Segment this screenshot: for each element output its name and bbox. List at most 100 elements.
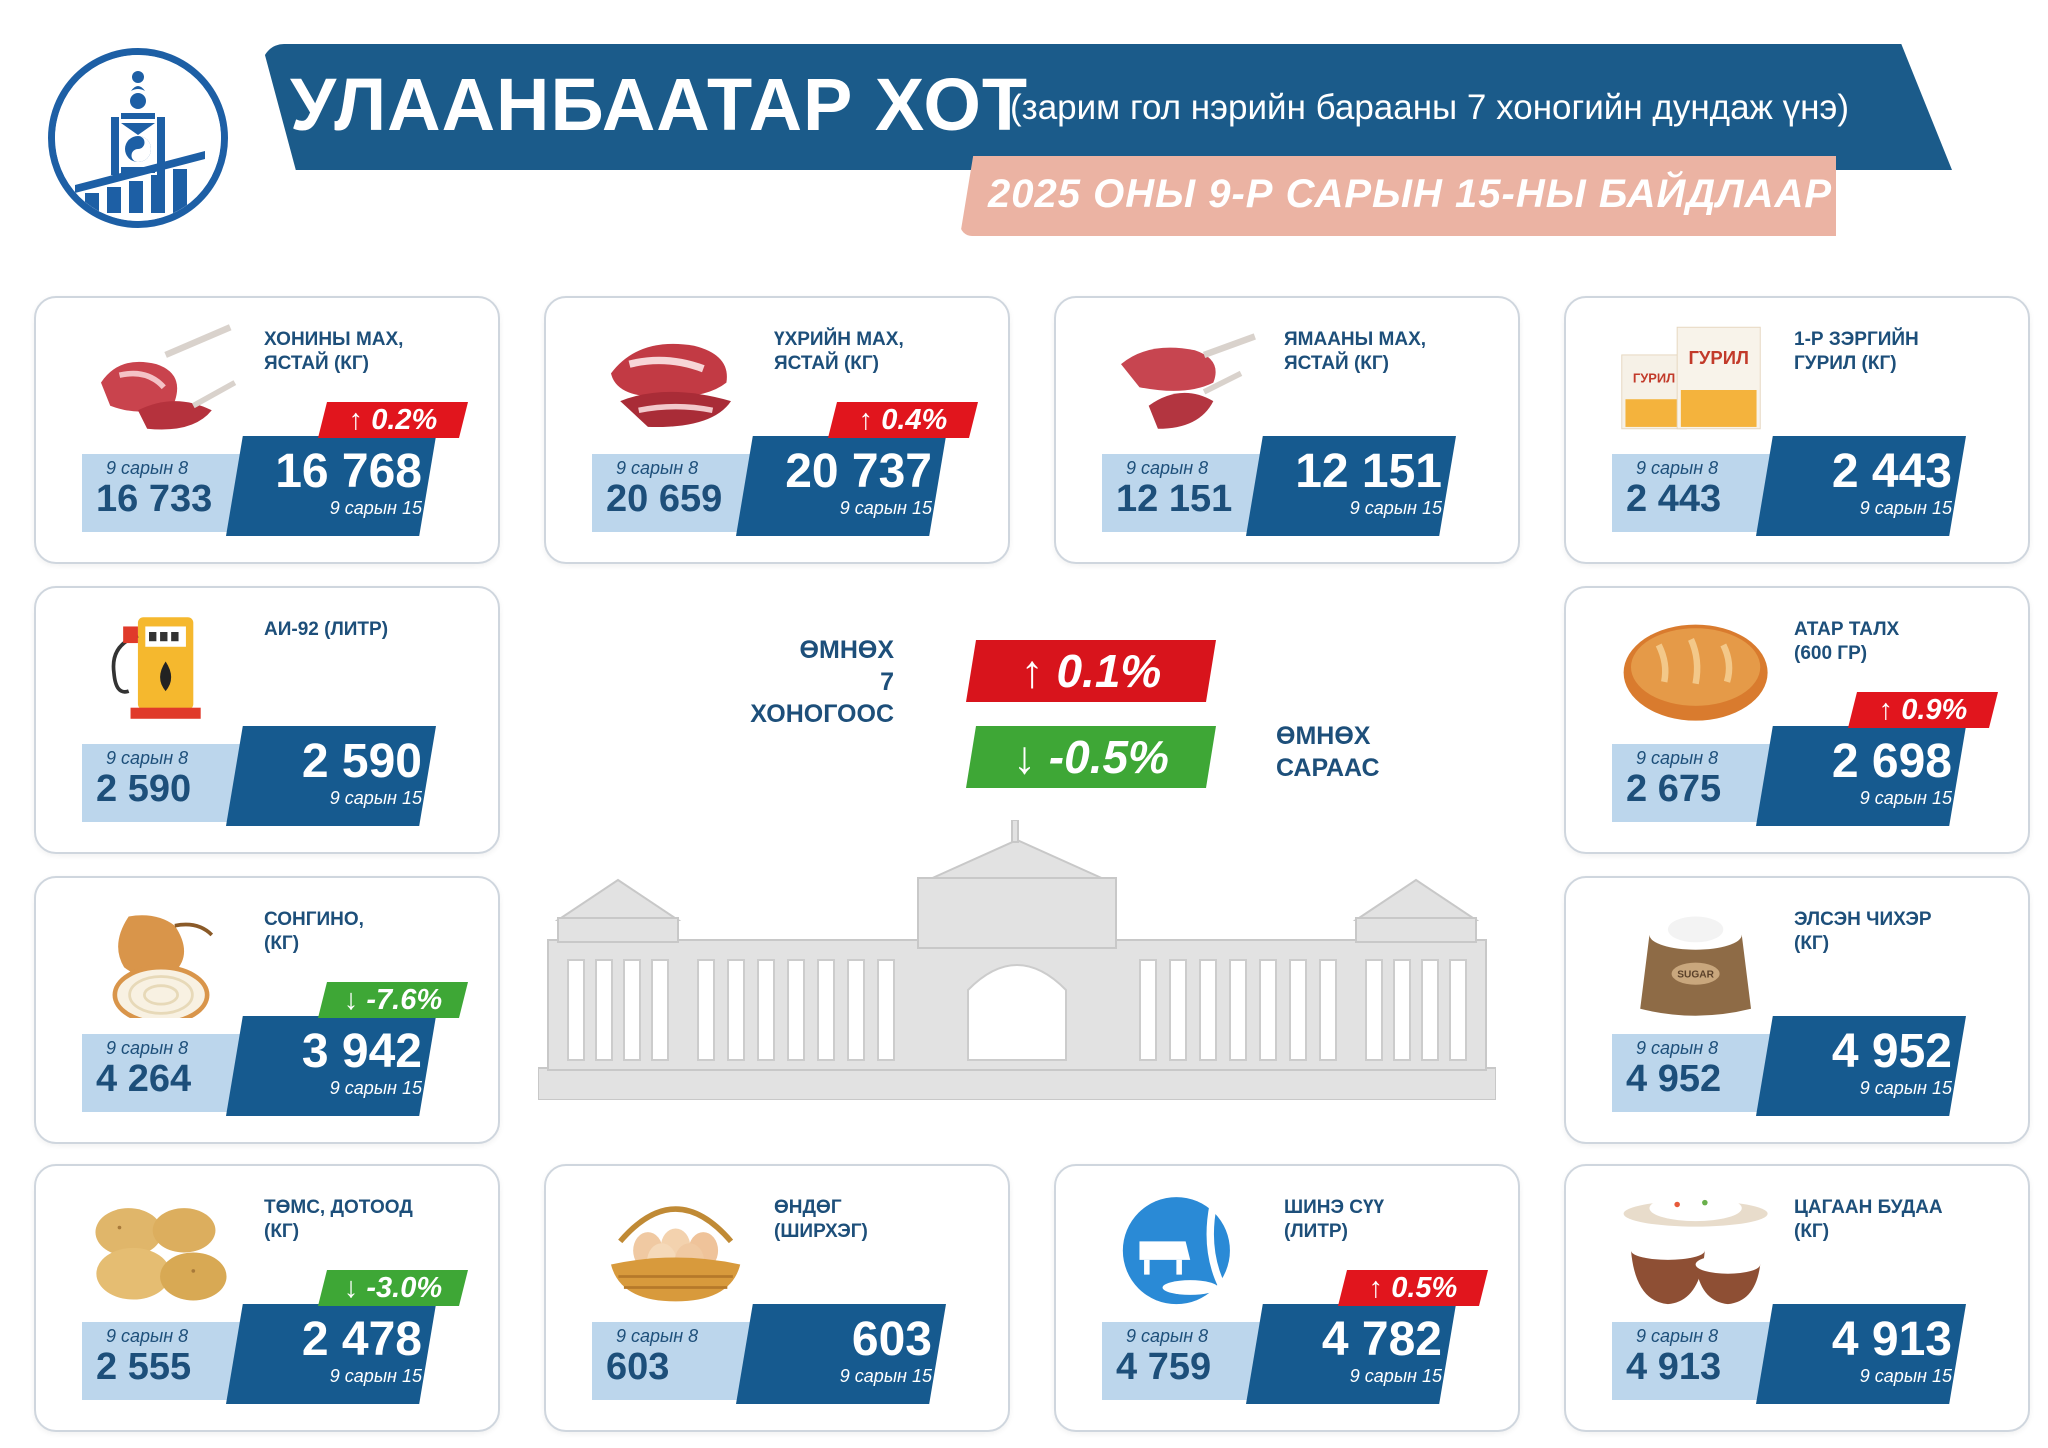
increase-badge: ↑ 0.2%	[318, 402, 468, 438]
month-label-line-1: ӨМНӨХ	[1276, 722, 1371, 750]
previous-date: 9 сарын 8	[1636, 458, 1719, 478]
previous-price-box	[1102, 454, 1272, 532]
item-name: ШИНЭ СҮҮ (ЛИТР)	[1284, 1196, 1514, 1244]
current-price-box	[1756, 436, 1966, 536]
svg-text:ГУРИЛ: ГУРИЛ	[1633, 371, 1675, 386]
previous-price-box	[1612, 454, 1782, 532]
goat-meat-icon	[1121, 333, 1256, 429]
current-price: 4 913	[1831, 1313, 1952, 1366]
current-date: 9 сарын 15	[329, 1366, 422, 1386]
previous-price: 2 443	[1626, 478, 1722, 520]
previous-price: 4 264	[96, 1058, 192, 1100]
current-price-box	[1246, 1304, 1456, 1404]
current-price: 20 737	[785, 445, 932, 498]
current-price: 2 698	[1831, 735, 1952, 788]
previous-price: 4 952	[1626, 1058, 1722, 1100]
previous-price: 2 590	[96, 768, 192, 810]
item-name-line-2: ГУРИЛ (КГ)	[1794, 353, 1897, 374]
previous-price: 4 759	[1116, 1346, 1212, 1388]
previous-price-box	[1102, 1322, 1272, 1400]
current-date: 9 сарын 15	[329, 498, 422, 518]
current-price: 4 782	[1321, 1313, 1442, 1366]
item-name: 1-Р ЗЭРГИЙН ГУРИЛ (КГ)	[1794, 328, 2024, 376]
item-name-line-1: ҮХРИЙН МАХ,	[774, 329, 904, 350]
price-card: ШИНЭ СҮҮ (ЛИТР) 9 сарын 8 4 759 4 782 9 …	[1054, 1164, 1520, 1432]
page-title: УЛААНБААТАР ХОТ	[290, 63, 1029, 146]
item-name-line-1: ХОНИНЫ МАХ,	[264, 329, 404, 350]
current-price-box	[1756, 1016, 1966, 1116]
beef-icon	[611, 343, 731, 428]
date-banner	[960, 156, 1836, 236]
current-date: 9 сарын 15	[329, 1078, 422, 1098]
item-name-line-1: 1-Р ЗЭРГИЙН	[1794, 329, 1919, 350]
month-change-badge: ↓ -0.5%	[966, 726, 1216, 788]
previous-price: 4 913	[1626, 1346, 1722, 1388]
statistics-office-logo	[48, 48, 228, 228]
current-price: 3 942	[301, 1025, 422, 1078]
svg-text:ГУРИЛ: ГУРИЛ	[1688, 347, 1748, 368]
item-name-line-2: (ШИРХЭГ)	[774, 1221, 868, 1242]
item-name: СОНГИНО, (КГ)	[264, 908, 494, 956]
previous-price-box	[82, 1034, 252, 1112]
increase-badge: ↑ 0.9%	[1848, 692, 1998, 728]
item-name-line-1: ӨНДӨГ	[774, 1197, 842, 1218]
item-name: ЭЛСЭН ЧИХЭР (КГ)	[1794, 908, 2024, 956]
item-name-line-2: (КГ)	[1794, 1221, 1830, 1242]
current-date: 9 сарын 15	[1349, 498, 1442, 518]
current-date: 9 сарын 15	[1349, 1366, 1442, 1386]
current-price-box	[226, 1016, 436, 1116]
previous-date: 9 сарын 8	[106, 1038, 189, 1058]
item-name: АИ-92 (ЛИТР)	[264, 618, 494, 642]
current-price: 16 768	[275, 445, 422, 498]
price-card: АТАР ТАЛХ (600 ГР) 9 сарын 8 2 675 2 698…	[1564, 586, 2030, 854]
item-name: ЯМААНЫ МАХ, ЯСТАЙ (КГ)	[1284, 328, 1514, 376]
price-card: SUGAR ЭЛСЭН ЧИХЭР (КГ) 9 сарын 8 4 952 4…	[1564, 876, 2030, 1144]
previous-price-box	[82, 1322, 252, 1400]
current-price-box	[1756, 726, 1966, 826]
milk-icon	[1122, 1197, 1234, 1305]
item-name-line-2: (КГ)	[264, 933, 300, 954]
week-label-line-2: 7 ХОНОГООС	[750, 668, 894, 728]
previous-price-box	[82, 454, 252, 532]
previous-date: 9 сарын 8	[106, 1326, 189, 1346]
previous-date: 9 сарын 8	[1636, 748, 1719, 768]
page-subtitle: (зарим гол нэрийн барааны 7 хоногийн дун…	[1010, 88, 1850, 127]
item-name: ТӨМС, ДОТООД (КГ)	[264, 1196, 494, 1244]
price-card: СОНГИНО, (КГ) 9 сарын 8 4 264 3 942 9 са…	[34, 876, 500, 1144]
svg-text:SUGAR: SUGAR	[1677, 969, 1714, 980]
item-name-line-2: ЯСТАЙ (КГ)	[264, 353, 369, 374]
current-price-box	[736, 436, 946, 536]
week-label-line-1: ӨМНӨХ	[799, 636, 894, 664]
current-date: 9 сарын 15	[839, 498, 932, 518]
decrease-badge: ↓ -3.0%	[318, 1270, 468, 1306]
previous-price: 16 733	[96, 478, 213, 520]
price-card: ХОНИНЫ МАХ, ЯСТАЙ (КГ) 9 сарын 8 16 733 …	[34, 296, 500, 564]
item-name: ЦАГААН БУДАА (КГ)	[1794, 1196, 2024, 1244]
current-price: 2 443	[1831, 445, 1952, 498]
previous-price-box	[592, 454, 762, 532]
previous-price-box	[1612, 1322, 1782, 1400]
current-price: 12 151	[1295, 445, 1442, 498]
mutton-icon	[101, 324, 237, 430]
egg-basket-icon	[611, 1206, 741, 1302]
bread-icon	[1623, 624, 1768, 721]
item-name-line-1: ТӨМС, ДОТООД	[264, 1197, 413, 1218]
previous-price-box	[82, 744, 252, 822]
previous-date: 9 сарын 8	[1126, 458, 1209, 478]
current-price-box	[226, 1304, 436, 1404]
item-name-line-1: ЦАГААН БУДАА	[1794, 1197, 1943, 1218]
onion-icon	[112, 915, 214, 1018]
month-label-line-2: САРААС	[1276, 754, 1380, 782]
previous-price-box	[1612, 1034, 1782, 1112]
date-line: 2025 ОНЫ 9-Р САРЫН 15-НЫ БАЙДЛААР	[988, 172, 1833, 216]
price-card: ЦАГААН БУДАА (КГ) 9 сарын 8 4 913 4 913 …	[1564, 1164, 2030, 1432]
current-price: 4 952	[1831, 1025, 1952, 1078]
current-price: 603	[851, 1313, 932, 1366]
previous-date: 9 сарын 8	[106, 748, 189, 768]
price-card: ӨНДӨГ (ШИРХЭГ) 9 сарын 8 603 603 9 сарын…	[544, 1164, 1010, 1432]
current-price-box	[1246, 436, 1456, 536]
price-card: АИ-92 (ЛИТР) 9 сарын 8 2 590 2 590 9 сар…	[34, 586, 500, 854]
price-card: ЯМААНЫ МАХ, ЯСТАЙ (КГ) 9 сарын 8 12 151 …	[1054, 296, 1520, 564]
current-price-box	[736, 1304, 946, 1404]
item-name: ӨНДӨГ (ШИРХЭГ)	[774, 1196, 1004, 1244]
